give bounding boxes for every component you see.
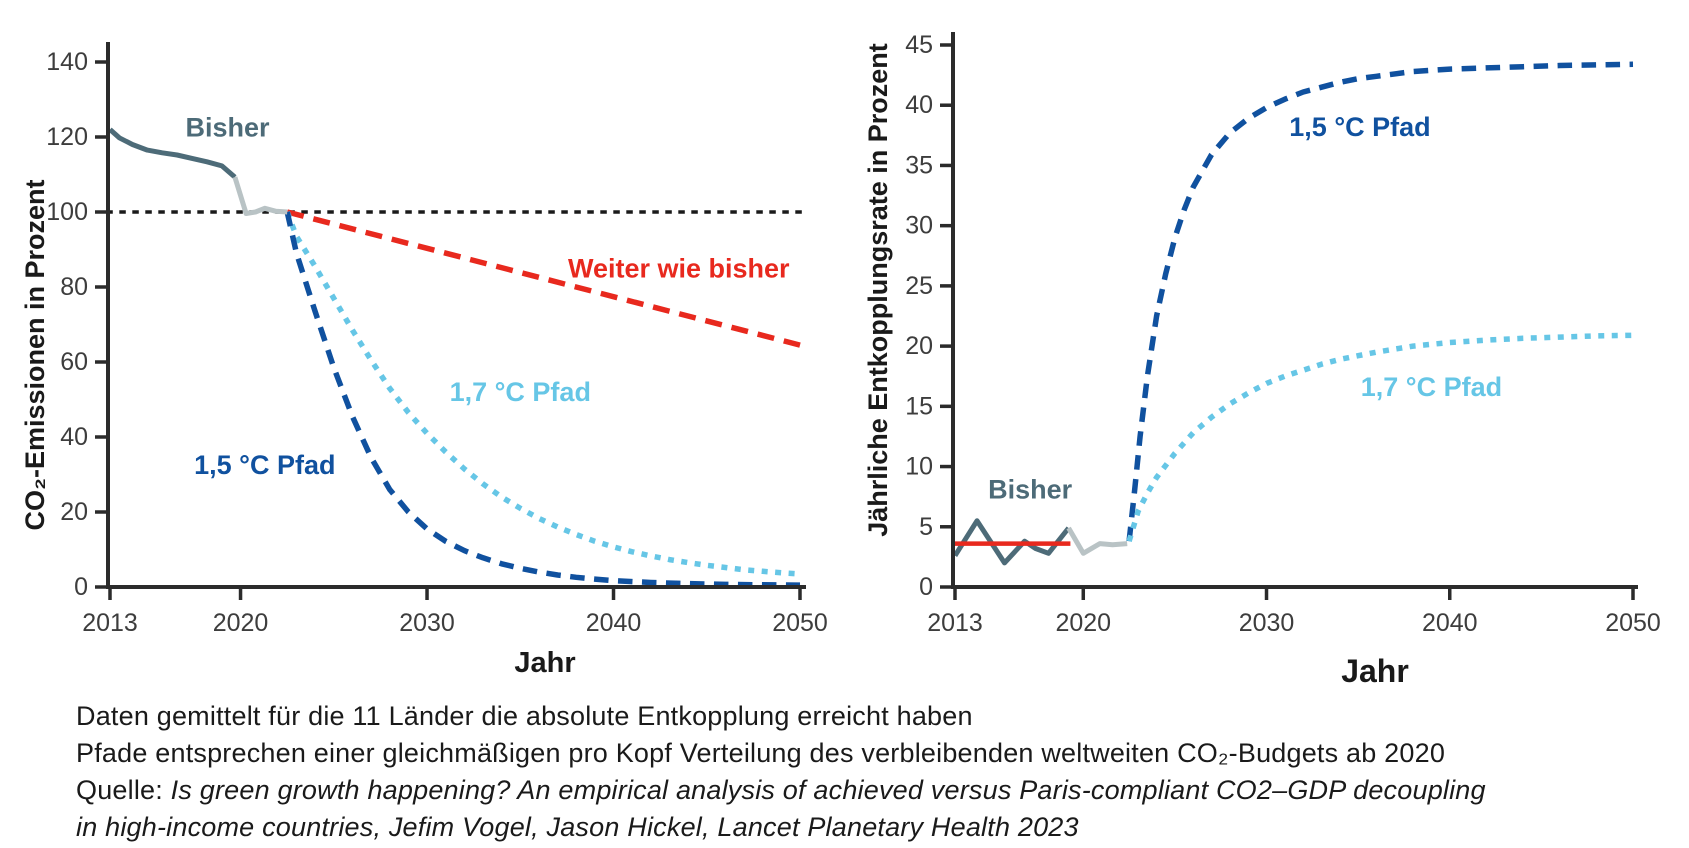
co2-emissionen-ytick-label: 80 [60, 273, 88, 301]
entkopplungsrate-xtick-label: 2050 [1605, 609, 1661, 637]
entkopplungsrate-xtick-label: 2030 [1239, 609, 1295, 637]
co2-emissionen-series-pfad-1-5-grad [284, 211, 801, 588]
co2-emissionen-ytick-label: 60 [60, 348, 88, 376]
figure-footnotes: Daten gemittelt für die 11 Länder die ab… [76, 698, 1486, 846]
footnote-data: Daten gemittelt für die 11 Länder die ab… [76, 701, 973, 731]
entkopplungsrate-ytick-label: 40 [905, 91, 933, 119]
source-title: Is green growth happening? An empirical … [170, 775, 1486, 805]
entkopplungsrate-series-bisher-juengste-daten [1066, 526, 1128, 556]
co2-emissionen-series-pfad-1-7-grad [284, 211, 801, 577]
entkopplungsrate-xtick-label: 2013 [927, 609, 983, 637]
co2-emissionen-ytick-label: 140 [46, 48, 88, 76]
entkopplungsrate-ytick-label: 20 [905, 332, 933, 360]
entkopplungsrate-xtick-label: 2040 [1422, 609, 1478, 637]
entkopplungsrate-label-1-5-c-pfad: 1,5 °C Pfad [1289, 112, 1430, 142]
co2-emissionen-xtick-label: 2040 [586, 609, 642, 637]
co2-emissionen-ytick-label: 40 [60, 423, 88, 451]
entkopplungsrate-ytick-label: 10 [905, 453, 933, 481]
entkopplungsrate-xtick-label: 2020 [1055, 609, 1111, 637]
entkopplungsrate-ytick-label: 25 [905, 272, 933, 300]
co2-emissionen-series-bisher-beobachtet [108, 127, 237, 179]
co2-emissionen-xtick-label: 2050 [772, 609, 828, 637]
entkopplungsrate-label-1-7-c-pfad: 1,7 °C Pfad [1361, 372, 1502, 402]
entkopplungsrate-yaxis-title: Jährliche Entkopplungsrate in Prozent [863, 43, 893, 537]
entkopplungsrate-series-pfad-1-5-grad [1126, 61, 1634, 542]
co2-emissionen-yaxis-title: CO₂-Emissionen in Prozent [20, 179, 50, 530]
co2-emissionen-xtick-label: 2013 [82, 609, 138, 637]
co2-emissionen-series-bisher-juengste-daten [232, 176, 288, 216]
co2-emissionen-xaxis-title: Jahr [514, 647, 575, 679]
co2-emissionen-series-weiter-wie-bisher [286, 209, 801, 348]
co2-emissionen-label-weiter-wie-bisher: Weiter wie bisher [568, 253, 790, 283]
co2-emissionen-ytick-label: 20 [60, 498, 88, 526]
entkopplungsrate-ytick-label: 35 [905, 151, 933, 179]
entkopplungsrate-ytick-label: 0 [919, 573, 933, 601]
entkopplungsrate-ytick-label: 5 [919, 513, 933, 541]
footnote-source-line1: Quelle: Is green growth happening? An em… [76, 772, 1486, 809]
entkopplungsrate-series-pfad-1-7-grad [1126, 332, 1634, 542]
entkopplungsrate-xaxis-title: Jahr [1341, 653, 1409, 689]
source-prefix: Quelle: [76, 775, 171, 805]
co2-emissionen-xtick-label: 2030 [399, 609, 455, 637]
co2-emissionen-ytick-label: 120 [46, 123, 88, 151]
footnote-paths: Pfade entsprechen einer gleichmäßigen pr… [76, 738, 1446, 768]
entkopplungsrate-label-bisher: Bisher [988, 474, 1073, 504]
co2-emissionen-ytick-label: 0 [74, 573, 88, 601]
entkopplungsrate-ytick-label: 30 [905, 212, 933, 240]
co2-emissionen-label-bisher: Bisher [185, 113, 270, 143]
co2-emissionen-xtick-label: 2020 [213, 609, 269, 637]
co2-emissionen-label-1-5-c-pfad: 1,5 °C Pfad [194, 450, 335, 480]
entkopplungsrate-ytick-label: 15 [905, 392, 933, 420]
entkopplungsrate-ytick-label: 45 [905, 31, 933, 59]
co2-emissionen-label-1-7-c-pfad: 1,7 °C Pfad [450, 377, 591, 407]
footnote-source-line2: in high-income countries, Jefim Vogel, J… [76, 812, 1079, 842]
entkopplungsrate-series-bisher-beobachtet [952, 518, 1071, 566]
co2-emissionen-ytick-label: 100 [46, 198, 88, 226]
entkopplungsrate-chart: 0 5 10 15 20 25 30 35 40 45 2013 2020 2030 2040 2050 Bi… [863, 31, 1661, 689]
